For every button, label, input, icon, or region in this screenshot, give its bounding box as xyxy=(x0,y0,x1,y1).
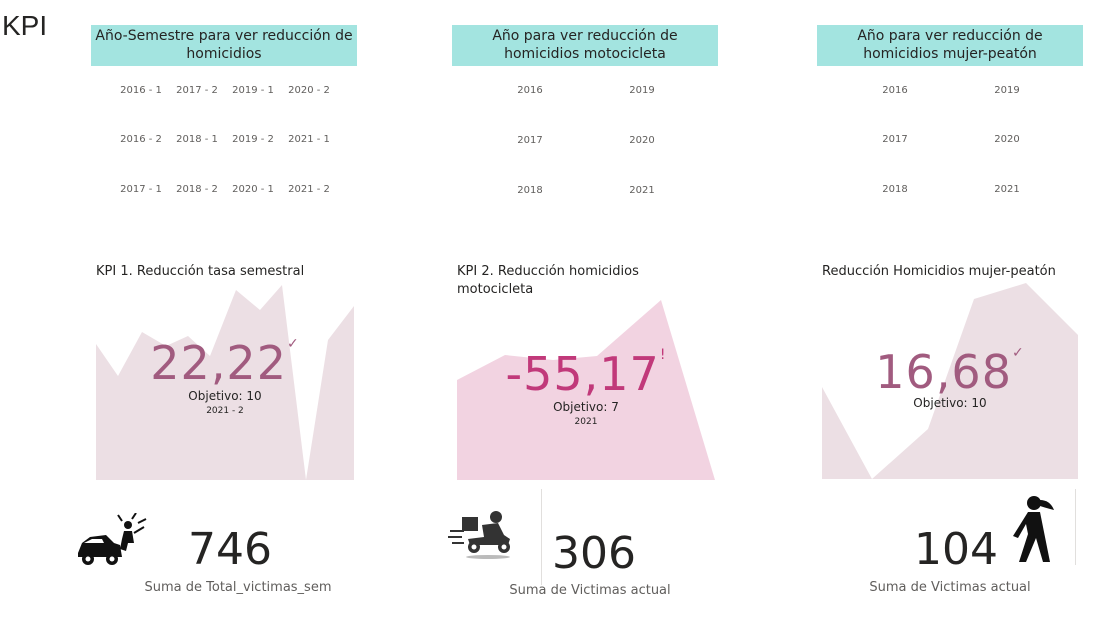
card-value-total-victimas: 746 xyxy=(188,524,272,575)
kpi-value: 22,22✓ xyxy=(96,336,354,390)
kpi-target: Objetivo: 7 xyxy=(553,400,619,414)
kpi-value: 16,68✓ xyxy=(822,345,1078,399)
alert-icon: ! xyxy=(659,347,667,363)
pedestrian-woman-icon xyxy=(1013,496,1054,562)
slicer-item[interactable]: 2018 - 1 xyxy=(176,134,218,145)
slicer-header-anio-motocicleta: Año para ver reducción de homicidios mot… xyxy=(452,25,718,66)
kpi-trend-area-fill xyxy=(96,285,354,480)
slicer-header-anio-semestre: Año-Semestre para ver reducción de homic… xyxy=(91,25,357,66)
slicer-item[interactable]: 2016 xyxy=(517,85,543,96)
kpi-period: 2021 - 2 xyxy=(206,406,244,416)
slicer-item[interactable]: 2016 xyxy=(882,85,908,96)
slicer-item[interactable]: 2021 - 2 xyxy=(288,184,330,195)
card-value-victimas-peaton: 104 xyxy=(914,524,998,575)
page-title: KPI xyxy=(2,10,48,41)
kpi-target: Objetivo: 10 xyxy=(913,396,987,410)
card-label: Suma de Total_victimas_sem xyxy=(144,580,332,595)
card-divider xyxy=(1075,489,1076,565)
kpi-trend-area xyxy=(96,285,354,480)
slicer-item[interactable]: 2018 xyxy=(517,185,543,196)
check-icon: ✓ xyxy=(1011,345,1025,361)
slicer-item[interactable]: 2020 xyxy=(994,134,1020,145)
card-divider xyxy=(541,489,542,585)
kpi-target: Objetivo: 10 xyxy=(188,389,262,403)
slicer-anio-motocicleta: 2016 2019 2017 2020 2018 2021 xyxy=(452,66,718,216)
slicer-item[interactable]: 2021 xyxy=(629,185,655,196)
card-label: Suma de Victimas actual xyxy=(509,583,671,598)
motorcycle-delivery-icon xyxy=(448,511,510,559)
slicer-item[interactable]: 2019 xyxy=(994,85,1020,96)
kpi-value: -55,17! xyxy=(457,347,715,401)
kpi-trend-area xyxy=(822,283,1078,479)
slicer-item[interactable]: 2020 - 1 xyxy=(232,184,274,195)
card-value-victimas-motocicleta: 306 xyxy=(552,528,636,579)
kpi-title-reduccion-semestral: KPI 1. Reducción tasa semestral xyxy=(96,264,305,279)
slicer-item[interactable]: 2017 xyxy=(517,135,543,146)
slicer-item[interactable]: 2016 - 2 xyxy=(120,134,162,145)
car-crash-icon xyxy=(78,513,147,565)
slicer-item[interactable]: 2020 - 2 xyxy=(288,85,330,96)
kpi-trend-area xyxy=(457,300,715,480)
slicer-anio-mujer-peaton: 2016 2019 2017 2020 2018 2021 xyxy=(817,66,1083,216)
kpi-value-text: -55,17 xyxy=(505,347,660,401)
slicer-item[interactable]: 2019 - 2 xyxy=(232,134,274,145)
slicer-item[interactable]: 2018 xyxy=(882,184,908,195)
slicer-item[interactable]: 2021 xyxy=(994,184,1020,195)
slicer-item[interactable]: 2018 - 2 xyxy=(176,184,218,195)
slicer-anio-semestre: 2016 - 1 2017 - 2 2019 - 1 2020 - 2 2016… xyxy=(91,66,357,216)
slicer-item[interactable]: 2016 - 1 xyxy=(120,85,162,96)
slicer-header-anio-mujer-peaton: Año para ver reducción de homicidios muj… xyxy=(817,25,1083,66)
slicer-item[interactable]: 2019 - 1 xyxy=(232,85,274,96)
kpi-trend-area-fill xyxy=(822,283,1078,479)
card-label: Suma de Victimas actual xyxy=(869,580,1031,595)
slicer-item[interactable]: 2017 - 2 xyxy=(176,85,218,96)
slicer-item[interactable]: 2019 xyxy=(629,85,655,96)
slicer-item[interactable]: 2017 - 1 xyxy=(120,184,162,195)
kpi-period: 2021 xyxy=(574,417,598,427)
slicer-item[interactable]: 2021 - 1 xyxy=(288,134,330,145)
slicer-item[interactable]: 2020 xyxy=(629,135,655,146)
kpi-title-reduccion-motocicleta: KPI 2. Reducción homicidios motocicleta xyxy=(457,264,639,297)
slicer-item[interactable]: 2017 xyxy=(882,134,908,145)
kpi-value-text: 16,68 xyxy=(875,345,1012,399)
kpi-title-reduccion-mujer-peaton: Reducción Homicidios mujer-peatón xyxy=(822,264,1056,279)
kpi-value-text: 22,22 xyxy=(150,336,287,390)
check-icon: ✓ xyxy=(286,336,300,352)
kpi-trend-area-fill xyxy=(457,300,715,480)
